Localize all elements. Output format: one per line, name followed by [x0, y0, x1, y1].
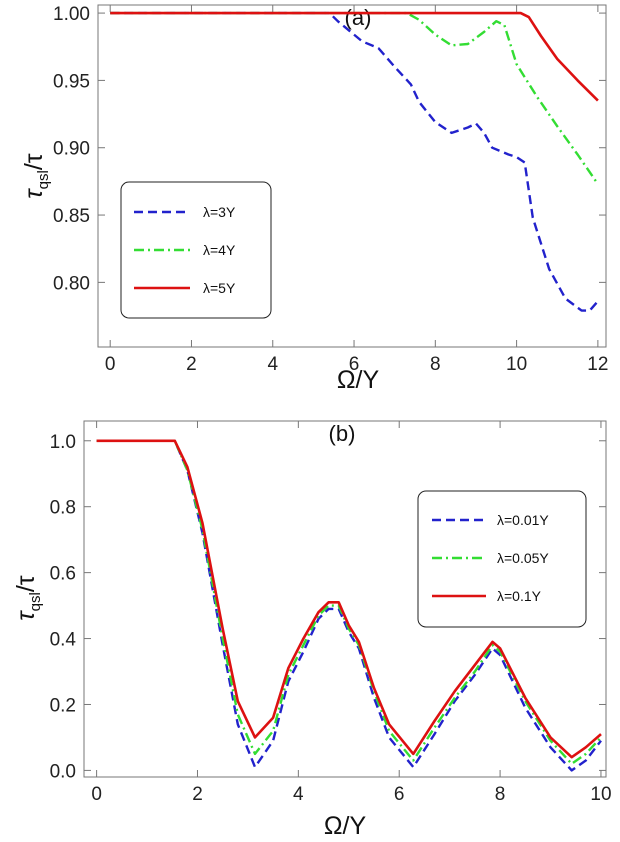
panel-a-ticks: 0 2 4 6 8 10 12 0.80 0.85 0.90 0.95 1.00	[53, 4, 608, 375]
panel-b-legend-label-2: λ=0.05Υ	[497, 550, 549, 566]
panel-a-xtick-label: 0	[105, 354, 116, 375]
panel-b-legend-label-3: λ=0.1Υ	[497, 588, 542, 604]
panel-a-series-line-2	[110, 11, 599, 185]
panel-b-series-line-3	[96, 439, 602, 759]
panel-b-xtick-label: 10	[590, 784, 611, 805]
panel-a-frame	[97, 4, 607, 348]
panel-b-legend-label-1: λ=0.01Υ	[497, 512, 549, 528]
panel-a-series-line-1	[110, 11, 599, 312]
panel-b-ylabel-den: /τ	[12, 575, 40, 592]
panel-b-series	[96, 439, 602, 772]
panel-b-xlabel: Ω/Υ	[324, 812, 367, 840]
panel-b-series-line-1	[96, 439, 602, 772]
panel-a-ytick-label: 0.85	[53, 206, 90, 227]
panel-b-frame	[83, 420, 607, 778]
panel-b-ticks: 0 2 4 6 8 10 0.0 0.2 0.4 0.6 0.8 1.0	[50, 421, 612, 805]
panel-a-legend-entries: λ=3Υ λ=4Υ λ=5Υ	[134, 204, 236, 296]
panel-a-xtick-label: 4	[267, 354, 278, 375]
panel-a-xlabel: Ω/Υ	[337, 366, 380, 394]
panel-b-ytick-label: 0.2	[50, 695, 76, 716]
panel-a-ylabel-main: τ	[20, 188, 48, 199]
panel-a-xtick-label: 12	[587, 354, 608, 375]
panel-a-xtick-label: 10	[506, 354, 527, 375]
panel-a-ylabel: τqsl/τ	[20, 153, 52, 198]
panel-a-series	[110, 11, 599, 312]
panel-b-ytick-label: 0.0	[50, 761, 76, 782]
panel-b-legend-entries: λ=0.01Υ λ=0.05Υ λ=0.1Υ	[432, 512, 549, 604]
panel-a-ylabel-sub: qsl	[35, 170, 52, 189]
panel-b-ylabel: τqsl/τ	[12, 575, 44, 620]
panel-b-ytick-label: 1.0	[50, 432, 76, 453]
panel-b-xtick-label: 4	[293, 784, 304, 805]
panel-a-legend-label-1: λ=3Υ	[203, 204, 236, 220]
panel-a-xtick-label: 8	[430, 354, 441, 375]
panel-b-ytick-label: 0.4	[50, 630, 77, 651]
panel-a-ytick-label: 0.90	[53, 139, 90, 160]
panel-a-legend-label-3: λ=5Υ	[203, 280, 236, 296]
panel-a-series-line-3	[110, 11, 599, 102]
panel-b: (b) 0 2 4 6 8 10 0.0 0.2 0.4 0.6 0.8 1.0 Ω/Υ τqsl/τ…	[12, 420, 612, 840]
panel-b-ytick-label: 0.6	[50, 564, 76, 585]
panel-a-legend-label-2: λ=4Υ	[203, 242, 236, 258]
panel-a-ytick-label: 1.00	[53, 4, 90, 25]
panel-b-ytick-label: 0.8	[50, 498, 76, 519]
panel-b-series-line-2	[96, 439, 602, 765]
panel-b-ylabel-main: τ	[12, 610, 40, 621]
panel-a-xtick-label: 6	[349, 354, 360, 375]
panel-a-xtick-label: 2	[186, 354, 197, 375]
panel-b-title: (b)	[329, 421, 356, 446]
panel-a-legend	[120, 181, 272, 319]
panel-a: (a) 0 2 4 6 8 10 12 0.80 0.85 0.90 0.95 1.00 Ω/Υ τq…	[20, 4, 608, 394]
panel-b-xtick-label: 2	[192, 784, 203, 805]
panel-a-ytick-label: 0.80	[53, 273, 90, 294]
panel-b-xtick-label: 6	[394, 784, 405, 805]
panel-b-ylabel-sub: qsl	[27, 592, 44, 611]
panel-b-xtick-label: 8	[495, 784, 506, 805]
panel-b-xtick-label: 0	[91, 784, 102, 805]
panel-b-legend	[417, 490, 587, 628]
panel-a-ytick-label: 0.95	[53, 71, 90, 92]
panel-a-title: (a)	[345, 5, 372, 30]
panel-a-ylabel-den: /τ	[20, 153, 48, 170]
